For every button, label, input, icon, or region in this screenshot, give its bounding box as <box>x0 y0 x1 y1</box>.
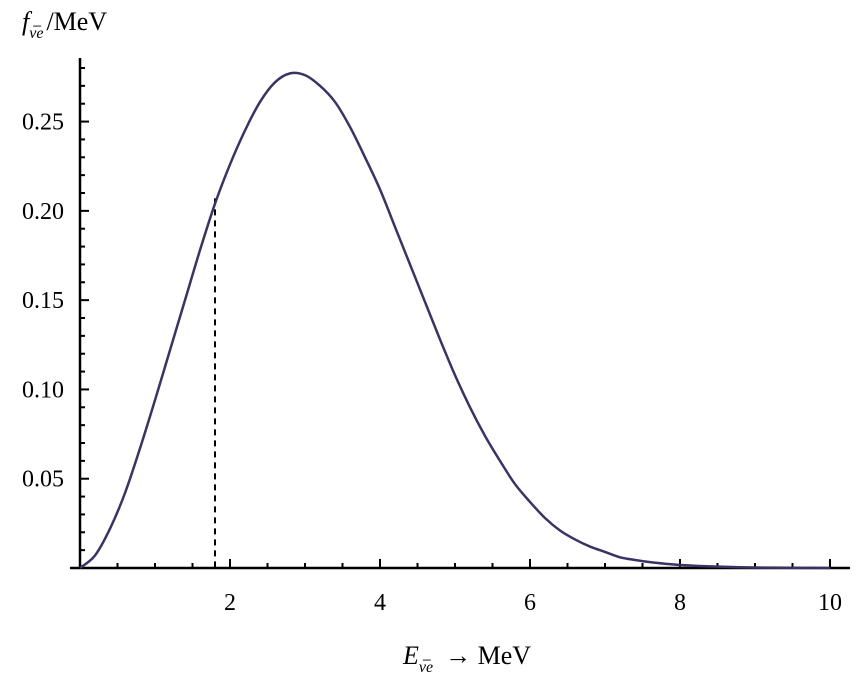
x-axis-unit: → MeV <box>445 641 531 670</box>
y-tick-label: 0.20 <box>22 199 64 225</box>
axis-ticks <box>80 67 831 568</box>
x-tick-label: 10 <box>818 590 842 616</box>
y-tick-label: 0.15 <box>22 288 64 314</box>
y-axis-title: fν̅e/MeV <box>22 7 107 42</box>
x-axis-subscript: ν̅e <box>419 659 433 676</box>
axis-tick-labels: 2 4 6 8 10 0.05 0.10 0.15 0.20 0.25 <box>22 110 842 616</box>
x-tick-label: 4 <box>374 590 386 616</box>
y-tick-label: 0.05 <box>22 467 64 493</box>
series-line <box>79 71 831 570</box>
y-axis-unit: /MeV <box>46 7 107 36</box>
x-tick-label: 6 <box>524 590 536 616</box>
x-tick-label: 8 <box>674 590 686 616</box>
y-axis-subscript: ν̅e <box>29 25 43 42</box>
y-tick-label: 0.25 <box>22 110 64 136</box>
x-axis-title: Eν̅e → MeV <box>402 641 531 676</box>
y-tick-label: 0.10 <box>22 377 64 403</box>
y-axis-symbol: f <box>22 7 33 36</box>
x-tick-label: 2 <box>224 590 236 616</box>
x-axis-symbol: E <box>402 641 419 670</box>
